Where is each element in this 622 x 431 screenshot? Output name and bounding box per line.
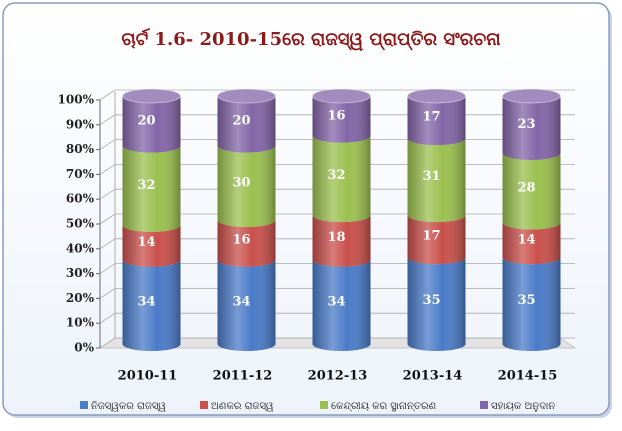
bar-cap <box>312 88 371 104</box>
data-label: 34 <box>327 294 345 309</box>
bar-shade <box>312 96 371 143</box>
bar-shade <box>407 96 466 146</box>
legend-swatch <box>200 401 208 409</box>
bar-shade <box>407 215 466 265</box>
y-tick-label: 10% <box>66 316 95 330</box>
data-label: 14 <box>517 232 535 247</box>
x-tick-label: 2014-15 <box>498 369 558 384</box>
bar-cap-shine <box>217 89 276 103</box>
bar-cap <box>502 88 561 104</box>
bar-cap <box>407 88 466 104</box>
legend-swatch <box>320 401 328 409</box>
bar-cap-shine <box>312 89 371 103</box>
data-label: 17 <box>422 229 440 244</box>
bar-shade <box>312 259 371 352</box>
bar-cap-shine <box>502 89 561 103</box>
data-label: 17 <box>422 110 440 125</box>
bar-shade <box>217 259 276 352</box>
bar-shade <box>122 259 181 352</box>
chart-title: ଚାର୍ଟ 1.6- 2010-15ରେ ରାଜସ୍ୱ ପ୍ରାପ୍ତିର ସଂ… <box>121 27 501 51</box>
y-tick-label: 100% <box>58 93 95 107</box>
legend-label: ଅଣକର ରାଜସ୍ୱ <box>211 401 274 412</box>
x-tick-label: 2011-12 <box>213 369 273 384</box>
bar-shade <box>122 96 181 153</box>
bar-cap <box>122 88 181 104</box>
data-label: 34 <box>232 294 250 309</box>
bar-cap <box>217 88 276 104</box>
data-label: 20 <box>137 113 155 128</box>
x-tick-label: 2013-14 <box>403 369 463 384</box>
y-tick-label: 80% <box>66 142 95 156</box>
legend-label: କେନ୍ଦ୍ରୀୟ କର ସ୍ଥାନାନ୍ତରଣ <box>331 401 437 412</box>
bar-shade <box>217 145 276 228</box>
data-label: 32 <box>327 168 345 183</box>
data-label: 30 <box>232 175 250 190</box>
y-tick-label: 0% <box>74 341 94 355</box>
bar-shade <box>122 224 181 267</box>
bar-shade <box>407 257 466 351</box>
y-tick-label: 50% <box>66 217 95 231</box>
bar-shade <box>122 145 181 232</box>
data-label: 32 <box>137 178 155 193</box>
y-tick-label: 60% <box>66 192 95 206</box>
legend-label: ନିଜସ୍ୱକର ରାଜସ୍ୱ <box>91 401 166 412</box>
bar-cap-shine <box>122 89 181 103</box>
data-label: 34 <box>137 294 155 309</box>
x-tick-label: 2012-13 <box>308 369 368 384</box>
data-label: 28 <box>517 180 535 195</box>
y-tick-label: 70% <box>66 167 95 181</box>
bar-cap-shine <box>407 89 466 103</box>
data-label: 18 <box>327 230 345 245</box>
bar-shade <box>217 220 276 267</box>
y-tick-label: 40% <box>66 241 95 255</box>
bar-shade <box>502 96 561 161</box>
data-label: 35 <box>517 293 535 308</box>
data-label: 14 <box>137 235 155 250</box>
y-tick-label: 30% <box>66 266 95 280</box>
data-label: 23 <box>517 117 535 132</box>
bar-shade <box>312 135 371 223</box>
y-tick-label: 20% <box>66 291 95 305</box>
bar-shade <box>217 96 276 153</box>
legend-swatch <box>80 401 88 409</box>
legend-label: ସହାୟକ ଅନୁଦାନ <box>491 401 555 412</box>
x-tick-label: 2010-11 <box>118 369 178 384</box>
bar-shade <box>502 153 561 230</box>
legend-swatch <box>480 401 488 409</box>
data-label: 31 <box>422 169 440 184</box>
bar-shade <box>502 222 561 265</box>
bar-shade <box>502 257 561 352</box>
data-label: 16 <box>232 232 250 247</box>
plot: 0% 10% 20% 30% 40% 50% 60% 70% 80% 90% 100% 2010-11… <box>58 88 575 412</box>
data-label: 35 <box>422 293 440 308</box>
data-label: 16 <box>327 108 345 123</box>
y-tick-label: 90% <box>66 117 95 131</box>
data-label: 20 <box>232 113 250 128</box>
bar-shade <box>407 138 466 223</box>
bar-shade <box>312 215 371 267</box>
